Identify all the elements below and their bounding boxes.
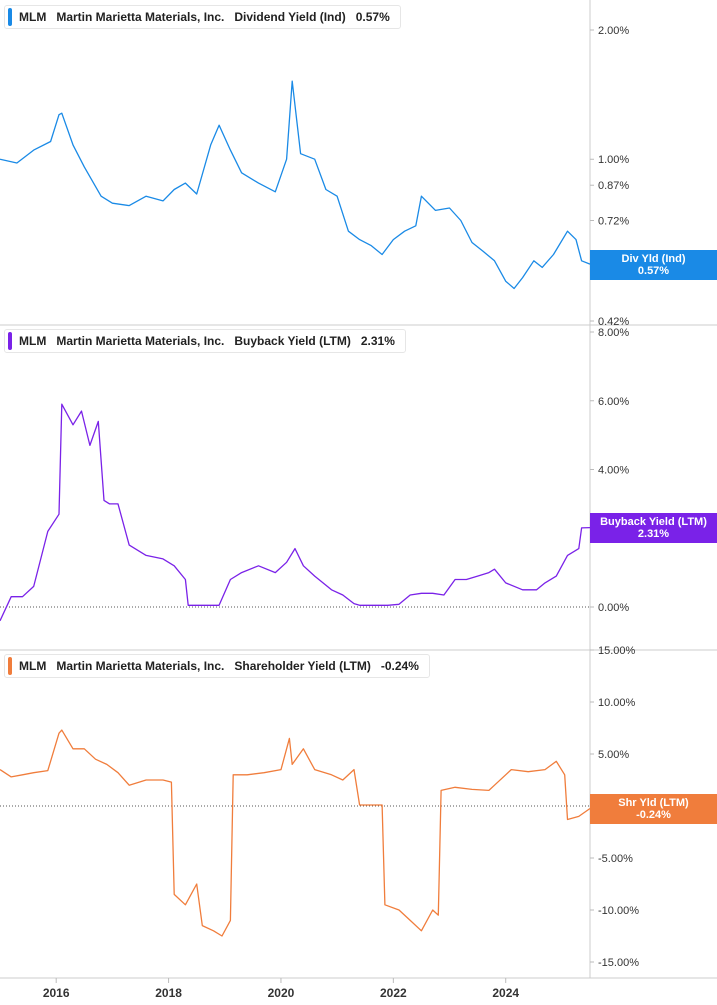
legend-shareholder-yield: MLM Martin Marietta Materials, Inc. Shar… [4,654,430,678]
legend-company: Martin Marietta Materials, Inc. [56,659,225,673]
y-tick-label: 0.72% [598,215,629,227]
y-tick-label: -15.00% [598,957,639,969]
legend-value: 0.57% [355,10,390,24]
y-tick-label: 4.00% [598,465,629,477]
legend-metric: Buyback Yield (LTM) [234,334,351,348]
y-tick-label: 0.87% [598,180,629,192]
legend-swatch-buyback-yield [8,332,12,350]
x-tick-label: 2016 [43,986,70,1000]
y-tick-label: 15.00% [598,645,636,657]
legend-company: Martin Marietta Materials, Inc. [56,334,225,348]
flag-value: -0.24% [636,809,671,821]
y-tick-label: 1.00% [598,154,629,166]
flag-label: Div Yld (Ind) [621,253,686,265]
legend-metric: Dividend Yield (Ind) [234,10,346,24]
x-tick-label: 2018 [155,986,182,1000]
x-tick-label: 2022 [380,986,407,1000]
y-tick-label: 0.00% [598,602,629,614]
series-line [0,729,591,937]
y-tick-label: -10.00% [598,905,639,917]
series-line [0,80,591,290]
flag-shareholder-yield: Shr Yld (LTM) -0.24% [590,794,717,824]
flag-label: Buyback Yield (LTM) [600,516,707,528]
flag-dividend-yield: Div Yld (Ind) 0.57% [590,250,717,280]
flag-label: Shr Yld (LTM) [618,797,689,809]
x-tick-label: 2020 [268,986,295,1000]
y-tick-label: -5.00% [598,853,633,865]
y-tick-label: 0.42% [598,316,629,328]
legend-value: 2.31% [360,334,395,348]
legend-dividend-yield: MLM Martin Marietta Materials, Inc. Divi… [4,5,401,29]
flag-buyback-yield: Buyback Yield (LTM) 2.31% [590,513,717,543]
flag-value: 0.57% [637,265,670,277]
y-tick-label: 10.00% [598,697,636,709]
legend-ticker: MLM [19,10,47,24]
legend-buyback-yield: MLM Martin Marietta Materials, Inc. Buyb… [4,329,406,353]
series-line [0,403,591,622]
legend-swatch-dividend-yield [8,8,12,26]
legend-company: Martin Marietta Materials, Inc. [56,10,225,24]
legend-swatch-shareholder-yield [8,657,12,675]
legend-value: -0.24% [380,659,419,673]
legend-ticker: MLM [19,659,47,673]
flag-value: 2.31% [637,528,670,540]
y-tick-label: 2.00% [598,25,629,37]
y-tick-label: 5.00% [598,749,629,761]
y-tick-label: 6.00% [598,396,629,408]
legend-metric: Shareholder Yield (LTM) [234,659,371,673]
y-tick-label: 8.00% [598,327,629,339]
legend-ticker: MLM [19,334,47,348]
x-tick-label: 2024 [492,986,519,1000]
